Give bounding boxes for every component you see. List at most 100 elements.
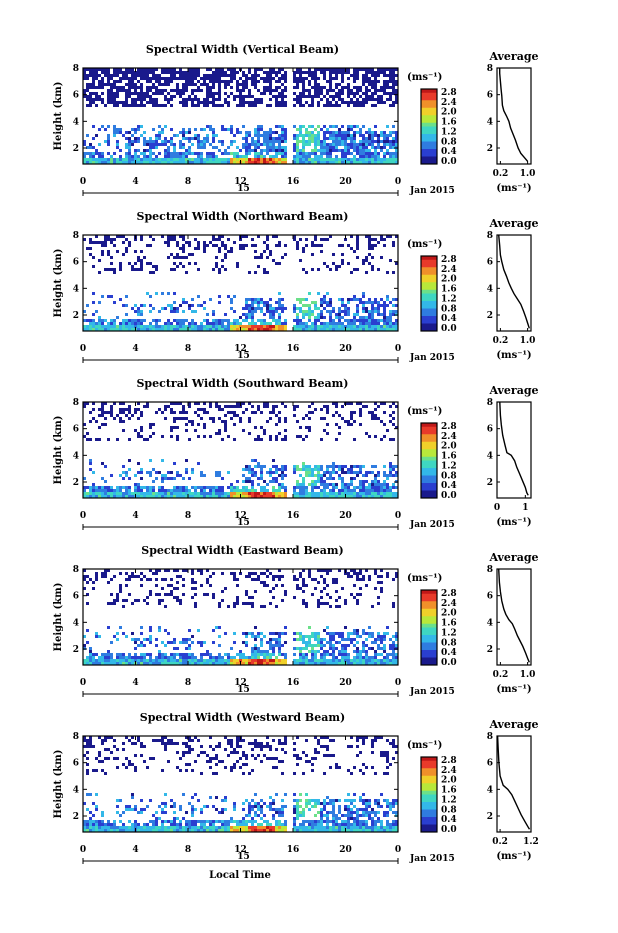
colorbar-step — [421, 153, 437, 157]
heatmap-cell — [272, 596, 275, 599]
heatmap-cell — [260, 307, 263, 310]
heatmap-cell — [137, 659, 140, 662]
heatmap-cell — [374, 74, 377, 77]
heatmap-cell — [299, 92, 302, 95]
heatmap-cell — [329, 125, 332, 128]
heatmap-cell — [251, 653, 254, 656]
heatmap-cell — [263, 241, 266, 244]
heatmap-cell — [101, 325, 104, 328]
heatmap-cell — [302, 250, 305, 253]
heatmap-cell — [338, 650, 341, 653]
heatmap-cell — [170, 80, 173, 83]
colorbar-tick-label: 0.8 — [441, 471, 457, 481]
heatmap-cell — [392, 641, 395, 644]
heatmap-cell — [329, 465, 332, 468]
heatmap-cell — [215, 325, 218, 328]
heatmap-cell — [260, 301, 263, 304]
heatmap-cell — [143, 638, 146, 641]
heatmap-cell — [269, 644, 272, 647]
heatmap-cell — [176, 489, 179, 492]
heatmap-cell — [176, 486, 179, 489]
colorbar-step — [421, 449, 437, 453]
heatmap-cell — [152, 71, 155, 74]
heatmap-cell — [356, 307, 359, 310]
heatmap-cell — [332, 146, 335, 149]
heatmap-cell — [104, 423, 107, 426]
heatmap-cell — [278, 307, 281, 310]
heatmap-cell — [215, 265, 218, 268]
heatmap-cell — [218, 71, 221, 74]
heatmap-cell — [344, 304, 347, 307]
heatmap-cell — [320, 298, 323, 301]
heatmap-cell — [383, 650, 386, 653]
heatmap-cell — [185, 152, 188, 155]
heatmap-cell — [380, 483, 383, 486]
heatmap-cell — [377, 483, 380, 486]
heatmap-cell — [326, 155, 329, 158]
heatmap-cell — [305, 465, 308, 468]
y-tick-label: 4 — [73, 117, 79, 127]
heatmap-cell — [233, 71, 236, 74]
heatmap-cell — [260, 158, 263, 161]
heatmap-cell — [140, 134, 143, 137]
heatmap-cell — [266, 271, 269, 274]
heatmap-cell — [380, 638, 383, 641]
heatmap-cell — [257, 89, 260, 92]
heatmap-cell — [305, 584, 308, 587]
heatmap-cell — [170, 77, 173, 80]
heatmap-cell — [326, 149, 329, 152]
heatmap-cell — [356, 158, 359, 161]
heatmap-cell — [260, 310, 263, 313]
heatmap-cell — [281, 137, 284, 140]
heatmap-cell — [335, 325, 338, 328]
heatmap-cell — [191, 298, 194, 301]
heatmap-cell — [248, 149, 251, 152]
heatmap-cell — [119, 411, 122, 414]
x-tick-label: 4 — [132, 344, 138, 354]
heatmap-cell — [212, 71, 215, 74]
heatmap-cell — [206, 140, 209, 143]
heatmap-cell — [377, 325, 380, 328]
heatmap-cell — [389, 653, 392, 656]
heatmap-cell — [389, 301, 392, 304]
heatmap-cell — [305, 95, 308, 98]
heatmap-cell — [197, 304, 200, 307]
heatmap-cell — [227, 104, 230, 107]
heatmap-cell — [95, 659, 98, 662]
heatmap-cell — [98, 86, 101, 89]
heatmap-cell — [338, 432, 341, 435]
heatmap-cell — [278, 104, 281, 107]
heatmap-cell — [269, 74, 272, 77]
heatmap-cell — [308, 304, 311, 307]
heatmap-cell — [377, 489, 380, 492]
heatmap-cell — [371, 256, 374, 259]
heatmap-cell — [242, 468, 245, 471]
heatmap-cell — [254, 131, 257, 134]
heatmap-cell — [167, 146, 170, 149]
heatmap-cell — [104, 74, 107, 77]
heatmap-cell — [308, 74, 311, 77]
heatmap-cell — [245, 632, 248, 635]
heatmap-cell — [335, 95, 338, 98]
heatmap-cell — [317, 492, 320, 495]
heatmap-cell — [140, 489, 143, 492]
heatmap-cell — [227, 435, 230, 438]
heatmap-cell — [128, 146, 131, 149]
heatmap-cell — [86, 641, 89, 644]
heatmap-cell — [332, 635, 335, 638]
heatmap-cell — [392, 492, 395, 495]
heatmap-cell — [326, 265, 329, 268]
heatmap-cell — [356, 152, 359, 155]
heatmap-cell — [152, 158, 155, 161]
heatmap-cell — [164, 95, 167, 98]
heatmap-cell — [341, 659, 344, 662]
heatmap-cell — [359, 656, 362, 659]
heatmap-cell — [341, 253, 344, 256]
heatmap-cell — [374, 474, 377, 477]
heatmap-cell — [392, 137, 395, 140]
heatmap-cell — [167, 471, 170, 474]
heatmap-cell — [212, 319, 215, 322]
heatmap-cell — [209, 89, 212, 92]
heatmap-cell — [215, 71, 218, 74]
heatmap-cell — [296, 98, 299, 101]
